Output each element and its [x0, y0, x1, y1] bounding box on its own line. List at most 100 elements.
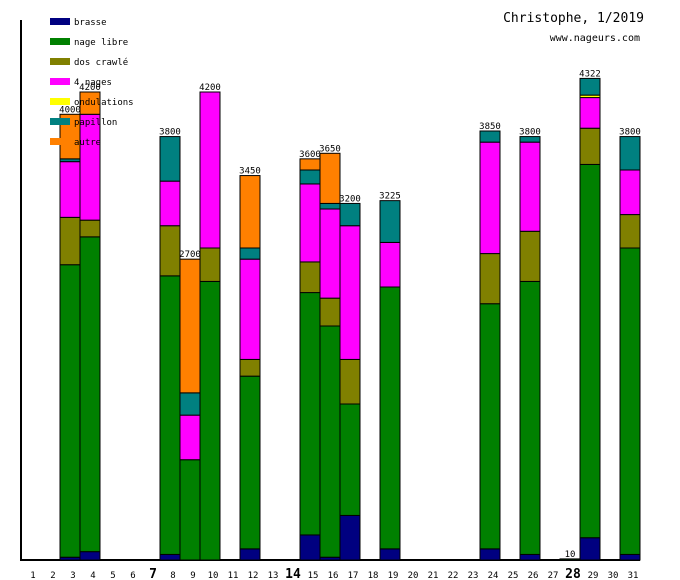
x-tick-2: 2: [50, 571, 55, 580]
x-tick-1: 1: [30, 571, 35, 580]
total-label-day-23: 3850: [479, 122, 501, 132]
bar-segment-papillon-day-15: [319, 202, 341, 210]
bar-segment-4-nages-day-11: [239, 258, 261, 360]
x-tick-10: 10: [208, 571, 219, 580]
total-label-day-11: 3450: [239, 167, 261, 177]
chart-title: Christophe, 1/2019: [503, 11, 644, 26]
bar-segment-papillon-day-8: [179, 392, 201, 416]
x-tick-18: 18: [368, 571, 379, 580]
bar-segment-autre-day-3: [79, 91, 101, 115]
x-tick-31: 31: [628, 571, 639, 580]
x-tick-5: 5: [110, 571, 115, 580]
legend-swatch-0: [50, 18, 70, 25]
bar-segment-4-nages-day-14: [299, 183, 321, 263]
legend-label-0: brasse: [74, 18, 107, 28]
bar-segment-autre-day-8: [179, 258, 201, 394]
x-tick-12: 12: [248, 571, 259, 580]
x-tick-3: 3: [70, 571, 75, 580]
legend-label-2: dos crawlé: [74, 57, 128, 68]
bar-segment-autre-day-14: [299, 158, 321, 171]
bar-segment-brasse-day-11: [239, 548, 261, 561]
bar-segment-dos-crawle-day-14: [299, 261, 321, 294]
x-tick-24: 24: [488, 571, 499, 580]
bar-segment-brasse-day-30: [619, 553, 641, 561]
bar-segment-brasse-day-18: [379, 548, 401, 561]
x-tick-26: 26: [528, 571, 539, 580]
bar-segment-dos-crawle-day-15: [319, 297, 341, 327]
legend-label-6: autre: [74, 138, 101, 148]
bar-segment-dos-crawle-day-25: [519, 230, 541, 282]
bar-segment-papillon-day-16: [339, 202, 361, 227]
bar-segment-nage-libre-day-7: [159, 275, 181, 555]
x-tick-11: 11: [228, 571, 239, 580]
bar-segment-autre-day-11: [239, 175, 261, 249]
bar-segment-brasse-day-7: [159, 553, 181, 561]
bar-segment-dos-crawle-day-23: [479, 253, 501, 305]
bar-segment-papillon-day-11: [239, 247, 261, 260]
total-label-day-9: 4200: [199, 83, 221, 93]
bar-segment-4-nages-day-25: [519, 141, 541, 232]
chart-subtitle: www.nageurs.com: [550, 33, 640, 44]
bar-segment-nage-libre-day-16: [339, 403, 361, 516]
total-label-day-25: 3800: [519, 128, 541, 138]
bar-segment-autre-day-15: [319, 152, 341, 204]
x-tick-30: 30: [608, 571, 619, 580]
legend-label-1: nage libre: [74, 38, 128, 48]
bars-layer: [59, 77, 641, 561]
bar-segment-4-nages-day-30: [619, 169, 641, 216]
bar-segment-brasse-day-25: [519, 553, 541, 561]
bar-segment-4-nages-day-28: [579, 97, 601, 129]
bar-segment-4-nages-day-9: [199, 91, 221, 249]
legend-swatch-6: [50, 138, 70, 145]
bar-segment-4-nages-day-7: [159, 180, 181, 227]
total-label-day-8: 2700: [179, 250, 201, 260]
bar-segment-dos-crawle-day-7: [159, 225, 181, 277]
bar-segment-4-nages-day-3: [79, 113, 101, 221]
bar-segment-dos-crawle-day-3: [79, 219, 101, 238]
total-label-day-16: 3200: [339, 194, 361, 204]
total-label-day-2: 4000: [59, 105, 81, 115]
bar-segment-papillon-day-7: [159, 136, 181, 182]
bar-segment-dos-crawle-day-11: [239, 358, 261, 377]
x-tick-4: 4: [90, 571, 95, 580]
bar-segment-nage-libre-day-11: [239, 375, 261, 550]
bar-segment-dos-crawle-day-28: [579, 127, 601, 165]
x-tick-29: 29: [588, 571, 599, 580]
bar-segment-dos-crawle-day-9: [199, 247, 221, 282]
x-tick-9: 9: [190, 571, 195, 580]
total-label-day-18: 3225: [379, 192, 401, 202]
legend-label-4: ondulations: [74, 98, 134, 108]
bar-segment-4-nages-day-23: [479, 141, 501, 255]
x-tick-16: 16: [328, 571, 339, 580]
x-tick-21: 21: [428, 571, 439, 580]
bar-segment-nage-libre-day-9: [199, 280, 221, 561]
bar-segment-dos-crawle-day-2: [59, 216, 81, 266]
bar-segment-4-nages-day-16: [339, 225, 361, 360]
total-label-day-30: 3800: [619, 128, 641, 138]
bar-segment-nage-libre-day-2: [59, 264, 81, 558]
bar-segment-4-nages-day-15: [319, 208, 341, 299]
x-tick-25: 25: [508, 571, 519, 580]
total-label-day-28: 4322: [579, 69, 601, 79]
bar-segment-4-nages-day-18: [379, 241, 401, 288]
bar-segment-nage-libre-day-8: [179, 459, 201, 561]
bar-segment-papillon-day-25: [519, 136, 541, 143]
bar-segment-papillon-day-18: [379, 200, 401, 243]
bar-segment-papillon-day-23: [479, 130, 501, 143]
bar-segment-nage-libre-day-14: [299, 292, 321, 536]
bar-segment-nage-libre-day-30: [619, 247, 641, 555]
total-label-day-15: 3650: [319, 144, 341, 154]
bar-segment-brasse-day-28: [579, 537, 601, 561]
x-tick-14: 14: [285, 567, 301, 580]
legend-swatch-2: [50, 58, 70, 65]
x-tick-labels: 1 2 3 4 5 6 7 8 9 10 11 12 13 14 15 16 17 18 19 20 21 22 23 24 2…: [30, 567, 638, 580]
bar-segment-dos-crawle-day-30: [619, 214, 641, 249]
bar-segment-brasse-day-16: [339, 514, 361, 561]
total-label-day-7: 3800: [159, 128, 181, 138]
legend-swatch-5: [50, 118, 70, 125]
x-tick-28: 28: [565, 567, 581, 580]
x-tick-27: 27: [548, 571, 559, 580]
x-tick-6: 6: [130, 571, 135, 580]
